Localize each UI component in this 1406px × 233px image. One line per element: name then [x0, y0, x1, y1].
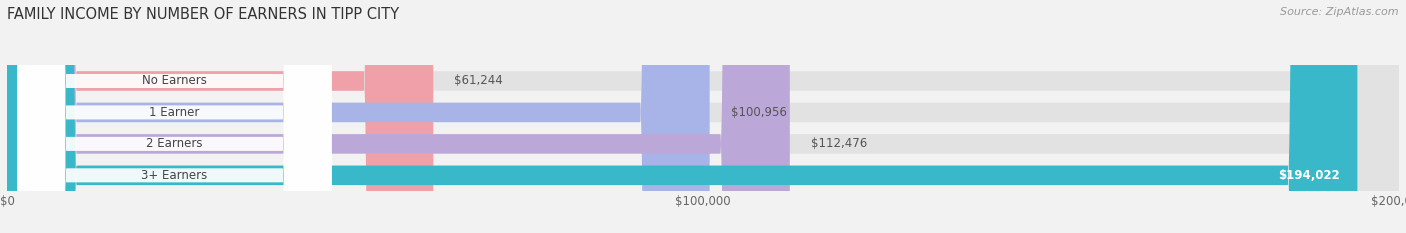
FancyBboxPatch shape: [7, 0, 1399, 233]
FancyBboxPatch shape: [7, 0, 1399, 233]
Text: $100,956: $100,956: [731, 106, 786, 119]
FancyBboxPatch shape: [17, 0, 332, 233]
FancyBboxPatch shape: [17, 0, 332, 233]
Text: $112,476: $112,476: [811, 137, 868, 150]
FancyBboxPatch shape: [17, 0, 332, 233]
FancyBboxPatch shape: [17, 0, 332, 233]
FancyBboxPatch shape: [7, 0, 790, 233]
Text: $194,022: $194,022: [1278, 169, 1340, 182]
FancyBboxPatch shape: [7, 0, 1357, 233]
FancyBboxPatch shape: [7, 0, 433, 233]
FancyBboxPatch shape: [7, 0, 710, 233]
Text: 1 Earner: 1 Earner: [149, 106, 200, 119]
Text: No Earners: No Earners: [142, 75, 207, 87]
Text: FAMILY INCOME BY NUMBER OF EARNERS IN TIPP CITY: FAMILY INCOME BY NUMBER OF EARNERS IN TI…: [7, 7, 399, 22]
Text: Source: ZipAtlas.com: Source: ZipAtlas.com: [1281, 7, 1399, 17]
Text: 3+ Earners: 3+ Earners: [142, 169, 208, 182]
FancyBboxPatch shape: [7, 0, 1399, 233]
Text: 2 Earners: 2 Earners: [146, 137, 202, 150]
FancyBboxPatch shape: [7, 0, 1399, 233]
Text: $61,244: $61,244: [454, 75, 503, 87]
